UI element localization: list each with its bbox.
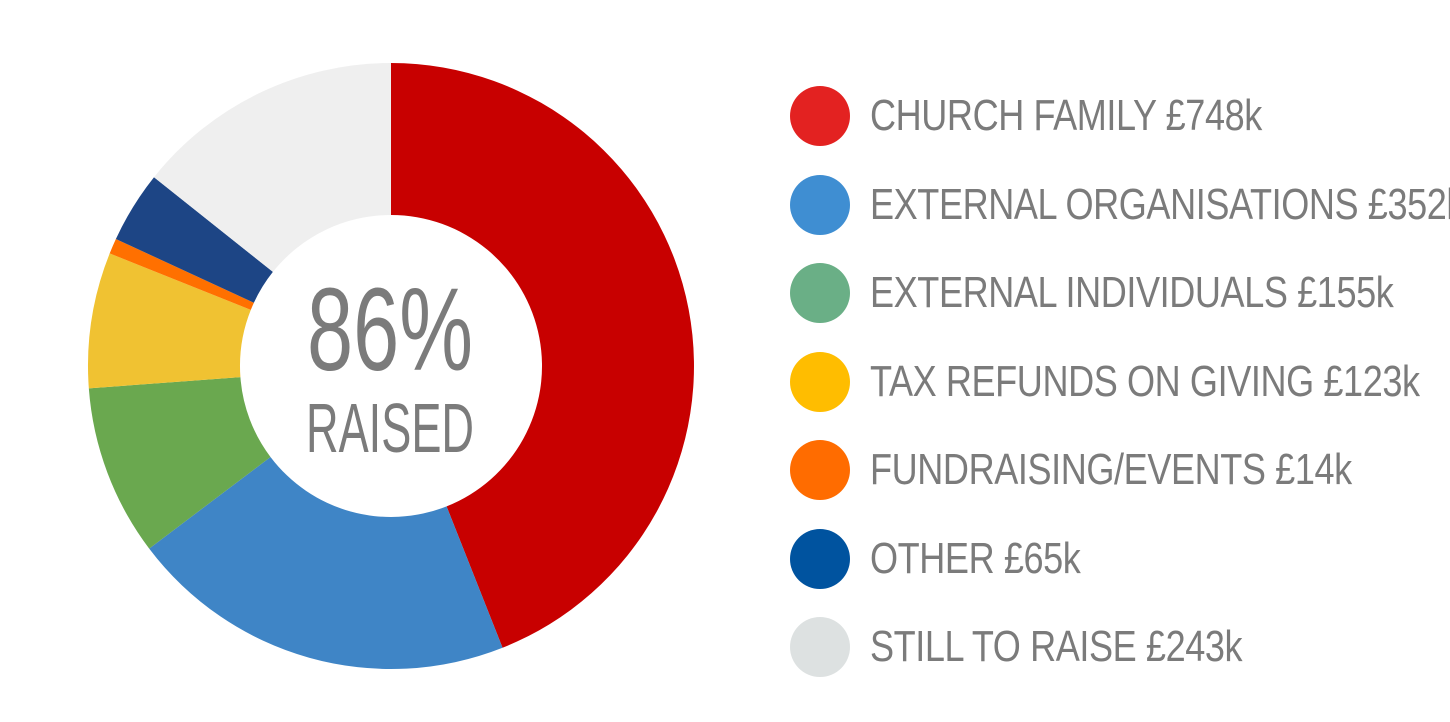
legend-item-external-individuals: EXTERNAL INDIVIDUALS £155k bbox=[790, 249, 1450, 338]
legend-swatch-external-individuals bbox=[790, 263, 850, 324]
center-percentage: 86% bbox=[307, 264, 473, 396]
donut-chart: 86% RAISED bbox=[88, 63, 694, 669]
legend-label-fundraising-events: FUNDRAISING/EVENTS £14k bbox=[870, 445, 1352, 495]
legend-label-external-individuals: EXTERNAL INDIVIDUALS £155k bbox=[870, 268, 1394, 318]
legend-swatch-tax-refunds-on-giving bbox=[790, 351, 850, 412]
legend-item-fundraising-events: FUNDRAISING/EVENTS £14k bbox=[790, 426, 1450, 515]
legend-label-external-organisations: EXTERNAL ORGANISATIONS £352k bbox=[870, 179, 1450, 229]
donut-slices bbox=[88, 63, 694, 669]
legend-label-still-to-raise: STILL TO RAISE £243k bbox=[870, 622, 1243, 672]
legend-item-external-organisations: EXTERNAL ORGANISATIONS £352k bbox=[790, 161, 1450, 250]
legend-label-tax-refunds-on-giving: TAX REFUNDS ON GIVING £123k bbox=[870, 356, 1420, 406]
legend-item-tax-refunds-on-giving: TAX REFUNDS ON GIVING £123k bbox=[790, 338, 1450, 427]
legend-label-church-family: CHURCH FAMILY £748k bbox=[870, 91, 1262, 141]
legend-swatch-other bbox=[790, 528, 850, 589]
slice-still-to-raise bbox=[154, 63, 391, 272]
slice-external-organisations bbox=[149, 457, 503, 669]
legend-item-still-to-raise: STILL TO RAISE £243k bbox=[790, 603, 1450, 692]
slice-church-family bbox=[391, 63, 694, 648]
legend-swatch-still-to-raise bbox=[790, 617, 850, 678]
slice-fundraising-events bbox=[109, 239, 254, 310]
slice-tax-refunds-on-giving bbox=[88, 253, 251, 389]
chart-legend: CHURCH FAMILY £748k EXTERNAL ORGANISATIO… bbox=[790, 72, 1450, 692]
slice-other bbox=[115, 177, 273, 303]
legend-swatch-external-organisations bbox=[790, 174, 850, 235]
slice-external-individuals bbox=[88, 377, 271, 549]
legend-label-other: OTHER £65k bbox=[870, 533, 1081, 583]
center-raised-label: RAISED bbox=[306, 389, 474, 467]
legend-item-other: OTHER £65k bbox=[790, 515, 1450, 604]
legend-item-church-family: CHURCH FAMILY £748k bbox=[790, 72, 1450, 161]
legend-swatch-church-family bbox=[790, 86, 850, 147]
legend-swatch-fundraising-events bbox=[790, 440, 850, 501]
